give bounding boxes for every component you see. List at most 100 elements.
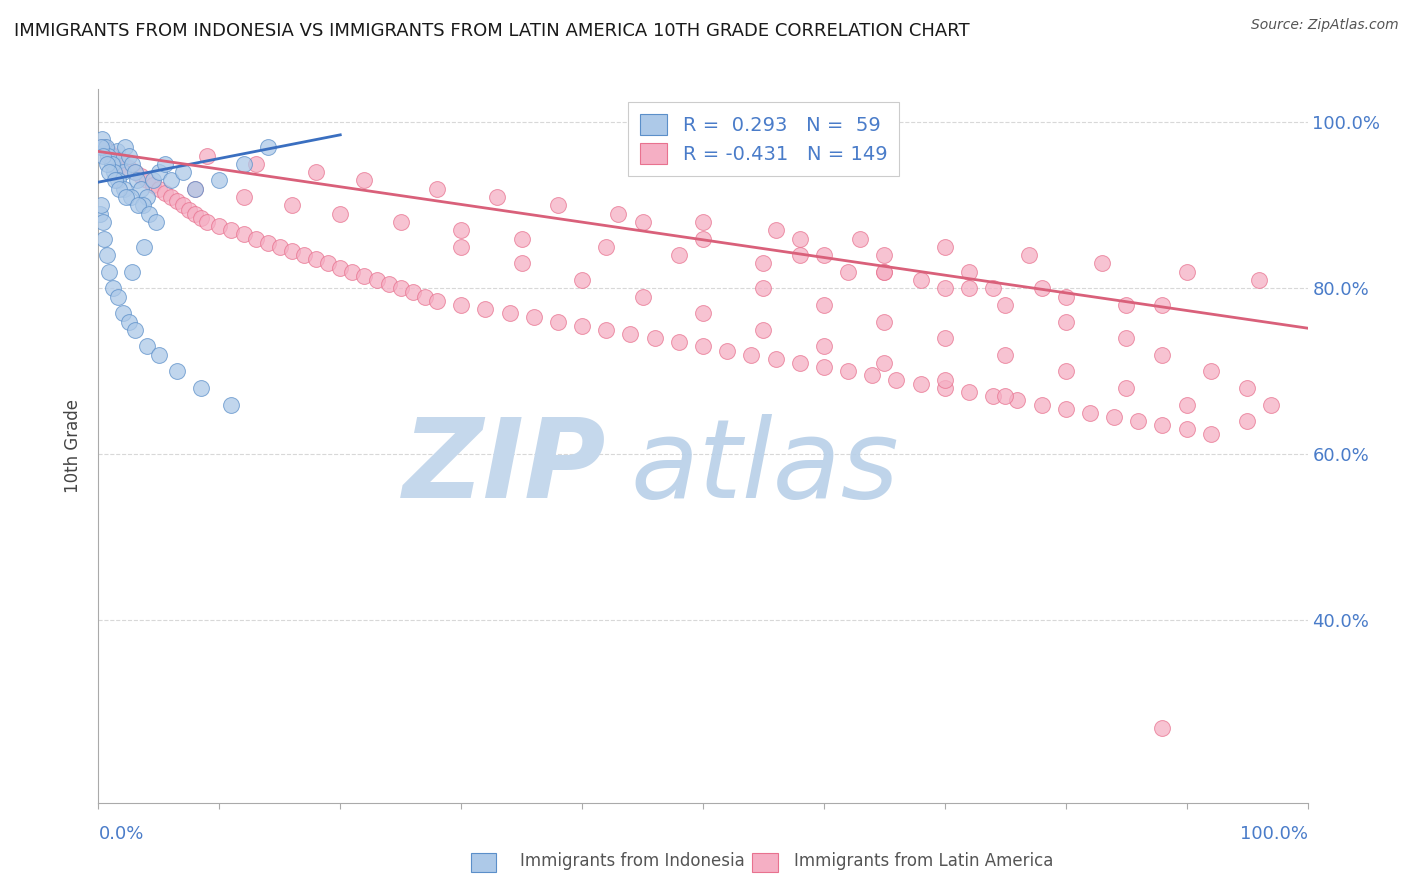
Point bbox=[97, 145, 120, 159]
Point bbox=[195, 148, 218, 162]
Point bbox=[1102, 409, 1125, 424]
Point bbox=[837, 265, 859, 279]
Point bbox=[148, 348, 170, 362]
Point bbox=[377, 277, 399, 292]
Point bbox=[103, 165, 125, 179]
Point bbox=[153, 186, 176, 200]
Point bbox=[413, 290, 436, 304]
Point bbox=[172, 165, 194, 179]
Point bbox=[111, 306, 134, 320]
Point bbox=[96, 157, 118, 171]
Point bbox=[124, 323, 146, 337]
Point bbox=[1031, 281, 1053, 295]
Point bbox=[292, 248, 315, 262]
Point bbox=[115, 190, 138, 204]
Point bbox=[190, 381, 212, 395]
Point bbox=[595, 323, 617, 337]
Point bbox=[426, 293, 449, 308]
Point bbox=[256, 235, 278, 250]
Point bbox=[644, 331, 666, 345]
Point bbox=[132, 198, 155, 212]
Point bbox=[547, 198, 569, 212]
Point bbox=[981, 389, 1004, 403]
Text: ZIP: ZIP bbox=[402, 414, 606, 521]
Point bbox=[190, 211, 212, 225]
Point bbox=[486, 190, 509, 204]
Point bbox=[145, 215, 167, 229]
Point bbox=[166, 364, 188, 378]
Point bbox=[118, 314, 141, 328]
Point bbox=[873, 356, 896, 370]
Point bbox=[160, 173, 183, 187]
Point bbox=[118, 161, 141, 175]
Point bbox=[90, 140, 112, 154]
Point bbox=[166, 194, 188, 209]
Point bbox=[1115, 298, 1137, 312]
Point bbox=[93, 231, 115, 245]
Point bbox=[195, 215, 218, 229]
Legend: R =  0.293   N =  59, R = -0.431   N = 149: R = 0.293 N = 59, R = -0.431 N = 149 bbox=[628, 103, 898, 176]
Point bbox=[860, 368, 883, 383]
Point bbox=[1199, 426, 1222, 441]
Point bbox=[221, 223, 243, 237]
Point bbox=[692, 306, 714, 320]
Point bbox=[103, 148, 125, 162]
Point bbox=[232, 190, 254, 204]
Point bbox=[873, 248, 896, 262]
Point bbox=[353, 173, 375, 187]
Point bbox=[100, 148, 122, 162]
Point bbox=[366, 273, 388, 287]
Point bbox=[316, 256, 339, 270]
Point bbox=[232, 227, 254, 242]
Point bbox=[107, 173, 129, 187]
Point bbox=[91, 215, 114, 229]
Point bbox=[910, 376, 932, 391]
Point bbox=[1031, 397, 1053, 411]
Point bbox=[305, 165, 328, 179]
Point bbox=[269, 240, 291, 254]
Point bbox=[389, 281, 412, 295]
Text: 100.0%: 100.0% bbox=[1240, 825, 1308, 843]
Point bbox=[886, 373, 908, 387]
Point bbox=[129, 169, 152, 184]
Text: IMMIGRANTS FROM INDONESIA VS IMMIGRANTS FROM LATIN AMERICA 10TH GRADE CORRELATIO: IMMIGRANTS FROM INDONESIA VS IMMIGRANTS … bbox=[14, 22, 970, 40]
Point bbox=[813, 360, 835, 375]
Point bbox=[716, 343, 738, 358]
Point bbox=[112, 182, 135, 196]
Point bbox=[108, 157, 131, 171]
Point bbox=[994, 389, 1017, 403]
Point bbox=[101, 157, 124, 171]
Point bbox=[1152, 418, 1174, 433]
Point bbox=[873, 314, 896, 328]
Point bbox=[120, 190, 142, 204]
Point bbox=[108, 182, 131, 196]
Point bbox=[1128, 414, 1150, 428]
Point bbox=[740, 348, 762, 362]
Point bbox=[135, 339, 157, 353]
Point bbox=[571, 273, 593, 287]
Point bbox=[1152, 298, 1174, 312]
Point bbox=[510, 231, 533, 245]
Point bbox=[1152, 348, 1174, 362]
Point bbox=[96, 248, 118, 262]
Point bbox=[184, 207, 207, 221]
Point bbox=[668, 335, 690, 350]
Point bbox=[402, 285, 425, 300]
Point bbox=[981, 281, 1004, 295]
Point bbox=[873, 265, 896, 279]
Point bbox=[692, 339, 714, 353]
Point bbox=[813, 298, 835, 312]
Point bbox=[1054, 290, 1077, 304]
Point bbox=[245, 231, 267, 245]
Point bbox=[934, 331, 956, 345]
Text: Source: ZipAtlas.com: Source: ZipAtlas.com bbox=[1251, 18, 1399, 32]
Point bbox=[134, 240, 156, 254]
Point bbox=[1175, 422, 1198, 436]
Point bbox=[121, 157, 143, 171]
Point bbox=[353, 268, 375, 283]
Point bbox=[813, 248, 835, 262]
Point bbox=[135, 190, 157, 204]
Point bbox=[91, 132, 114, 146]
Point bbox=[121, 265, 143, 279]
Point bbox=[208, 173, 231, 187]
